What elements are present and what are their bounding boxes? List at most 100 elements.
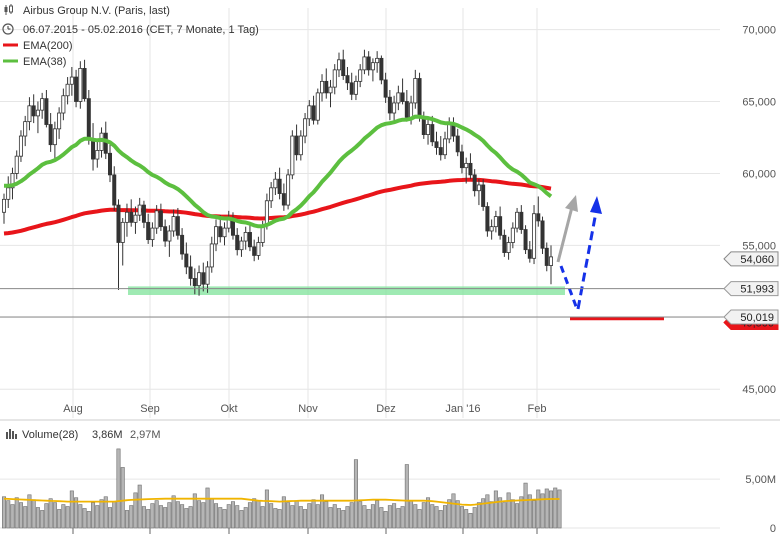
volume-bar — [341, 510, 346, 529]
candle-body — [349, 82, 354, 95]
volume-bar — [362, 505, 367, 529]
volume-bar — [201, 502, 206, 529]
candle-body — [345, 75, 350, 84]
volume-bar — [154, 500, 159, 529]
candle-body — [116, 204, 121, 243]
price-badge-label: 51,993 — [740, 284, 774, 296]
volume-bar — [52, 502, 57, 529]
volume-bar — [1, 496, 7, 529]
candle-body — [332, 69, 337, 88]
candle-body — [502, 234, 507, 253]
candle-body — [269, 187, 274, 202]
volume-bar — [116, 448, 121, 529]
volume-bar — [459, 506, 464, 529]
volume-bar — [536, 489, 541, 529]
candle-body — [44, 98, 49, 125]
candle-body — [48, 124, 53, 146]
volume-bar — [197, 500, 202, 529]
candle-body — [303, 118, 308, 137]
volume-bar — [48, 498, 53, 529]
y-tick-label: 65,000 — [742, 97, 776, 109]
volume-bar — [112, 501, 117, 529]
candle-body — [532, 213, 537, 259]
candle-body — [506, 242, 511, 253]
candle-body — [6, 187, 11, 200]
volume-bar — [307, 503, 312, 529]
candle-body — [485, 206, 490, 232]
volume-bar — [387, 505, 392, 529]
volume-bar — [184, 508, 189, 529]
candle-body — [498, 216, 503, 236]
candle-body — [362, 56, 367, 71]
volume-bar — [171, 495, 176, 529]
candle-body — [78, 68, 83, 102]
candle-body — [222, 227, 227, 238]
candle-body — [61, 95, 66, 114]
volume-bar — [527, 494, 532, 529]
volume-bar — [239, 510, 244, 529]
candle-body — [124, 211, 129, 223]
candlestick-icon[interactable] — [4, 4, 13, 15]
candle-body — [65, 83, 70, 97]
volume-bar — [421, 502, 426, 529]
candle-body — [201, 272, 206, 285]
volume-bar — [485, 494, 490, 529]
legend-ema200[interactable]: EMA(200) — [23, 40, 73, 52]
price-badge: 50,019 — [723, 309, 779, 325]
candle-body — [392, 102, 397, 114]
volume-bar — [510, 499, 515, 529]
chart-title: Airbus Group N.V. (Paris, last) — [23, 5, 170, 17]
volume-bar — [23, 506, 28, 529]
candle-body — [421, 116, 426, 135]
volume-avg-line — [3, 497, 560, 506]
candle-body — [180, 234, 185, 255]
volume-header: Volume(28) 3,86M 2,97M — [6, 429, 161, 441]
volume-bar — [120, 467, 125, 529]
volume-bar — [61, 504, 66, 529]
x-tick-label: Aug — [63, 403, 83, 415]
ema200-line — [3, 177, 552, 236]
candle-body — [438, 147, 443, 156]
candle-body — [10, 173, 15, 189]
candle-body — [519, 211, 524, 230]
candle-body — [370, 62, 375, 71]
projection-arrow-down — [559, 265, 579, 310]
volume-bar — [252, 498, 257, 529]
volume-bar — [553, 487, 558, 529]
candle-body — [336, 59, 341, 71]
candle-body — [400, 92, 405, 102]
volume-bars — [1, 448, 562, 529]
volume-bar — [18, 502, 23, 529]
candle-body — [252, 246, 257, 256]
volume-bar — [557, 489, 562, 529]
candles — [2, 49, 554, 296]
candle-body — [315, 92, 320, 121]
x-tick-label: Jan '16 — [445, 403, 480, 415]
candle-body — [91, 138, 96, 160]
candle-body — [375, 57, 380, 64]
volume-bar — [167, 502, 172, 529]
volume-bar — [438, 510, 443, 529]
candle-body — [366, 56, 371, 71]
legend-ema38[interactable]: EMA(38) — [23, 56, 66, 68]
candle-body — [108, 152, 113, 176]
price-badge-shape — [723, 251, 779, 267]
volume-bar — [345, 506, 350, 529]
volume-bar — [349, 502, 354, 529]
vol-tick-label: 0 — [770, 523, 776, 534]
candle-body — [387, 96, 392, 114]
volume-bar — [404, 464, 409, 529]
volume-bar — [82, 508, 87, 529]
time-axis: Aug Sep Okt Nov Dez Jan '16 Feb — [0, 403, 780, 421]
candle-body — [209, 243, 214, 268]
volume-bar — [150, 503, 155, 529]
candle-body — [133, 214, 138, 223]
candle-body — [544, 247, 549, 266]
volume-bar — [264, 489, 269, 529]
volume-bar — [44, 503, 49, 529]
candle-body — [239, 240, 244, 251]
candle-body — [515, 211, 520, 229]
candle-body — [417, 78, 422, 118]
candle-body — [82, 68, 87, 100]
volume-bar — [226, 504, 231, 529]
